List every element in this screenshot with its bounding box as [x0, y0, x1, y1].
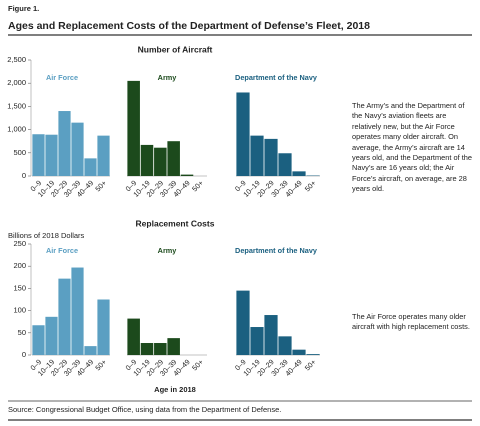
- bar: [71, 122, 84, 176]
- y-tick-label: 50: [18, 328, 26, 337]
- bar: [45, 134, 58, 176]
- bar: [278, 153, 292, 176]
- bar: [58, 278, 71, 355]
- y-tick-label: 2,000: [7, 78, 26, 87]
- chart-title: Number of Aircraft: [138, 44, 213, 54]
- y-tick-label: 1,500: [7, 101, 26, 110]
- series-label: Department of the Navy: [235, 246, 318, 255]
- bar: [154, 343, 167, 355]
- bar: [154, 147, 167, 176]
- bar: [278, 336, 292, 355]
- bar: [292, 171, 306, 176]
- bar: [292, 349, 306, 355]
- series-label: Department of the Navy: [235, 73, 318, 82]
- bar: [236, 290, 250, 355]
- bar: [84, 158, 97, 176]
- bar: [306, 354, 320, 355]
- bar: [32, 325, 45, 355]
- series-label: Army: [158, 73, 178, 82]
- x-tick-label: 50+: [93, 178, 108, 193]
- x-tick-label: 50+: [93, 357, 108, 372]
- bar: [32, 134, 45, 176]
- x-axis-label: Age in 2018: [154, 385, 196, 394]
- bar: [264, 315, 278, 355]
- x-tick-label: 50+: [303, 178, 318, 193]
- series-label: Air Force: [46, 246, 78, 255]
- y-tick-label: 1,000: [7, 125, 26, 134]
- note: The Army’s and the Department of the Nav…: [352, 101, 472, 194]
- bar: [97, 299, 110, 355]
- figure-title: Ages and Replacement Costs of the Depart…: [8, 20, 370, 32]
- note: The Air Force operates many older aircra…: [352, 312, 470, 332]
- bar: [264, 138, 278, 176]
- y-axis-label: Billions of 2018 Dollars: [8, 231, 85, 240]
- y-tick-label: 0: [22, 171, 26, 180]
- y-tick-label: 2,500: [7, 55, 26, 64]
- y-tick-label: 100: [13, 306, 26, 315]
- bar: [236, 92, 250, 176]
- figure-label: Figure 1.: [8, 4, 39, 13]
- series-label: Air Force: [46, 73, 78, 82]
- source: Source: Congressional Budget Office, usi…: [8, 405, 281, 414]
- bar: [140, 343, 154, 355]
- y-tick-label: 500: [13, 148, 26, 157]
- y-tick-label: 200: [13, 261, 26, 270]
- bar: [71, 267, 84, 355]
- bar: [167, 141, 180, 176]
- chart-title: Replacement Costs: [136, 218, 215, 228]
- x-tick-label: 50+: [303, 357, 318, 372]
- bar: [84, 346, 97, 355]
- bar: [167, 338, 180, 355]
- bar: [180, 174, 194, 176]
- bar: [45, 316, 58, 355]
- y-tick-label: 250: [13, 239, 26, 248]
- bar: [97, 135, 110, 176]
- bar: [127, 318, 140, 355]
- series-label: Army: [158, 246, 178, 255]
- x-tick-label: 50+: [190, 357, 205, 372]
- bar: [58, 111, 71, 176]
- x-tick-label: 50+: [190, 178, 205, 193]
- bar: [127, 80, 140, 176]
- y-tick-label: 0: [22, 350, 26, 359]
- y-tick-label: 150: [13, 283, 26, 292]
- bar: [140, 144, 154, 176]
- bar: [250, 327, 264, 355]
- bar: [250, 135, 264, 176]
